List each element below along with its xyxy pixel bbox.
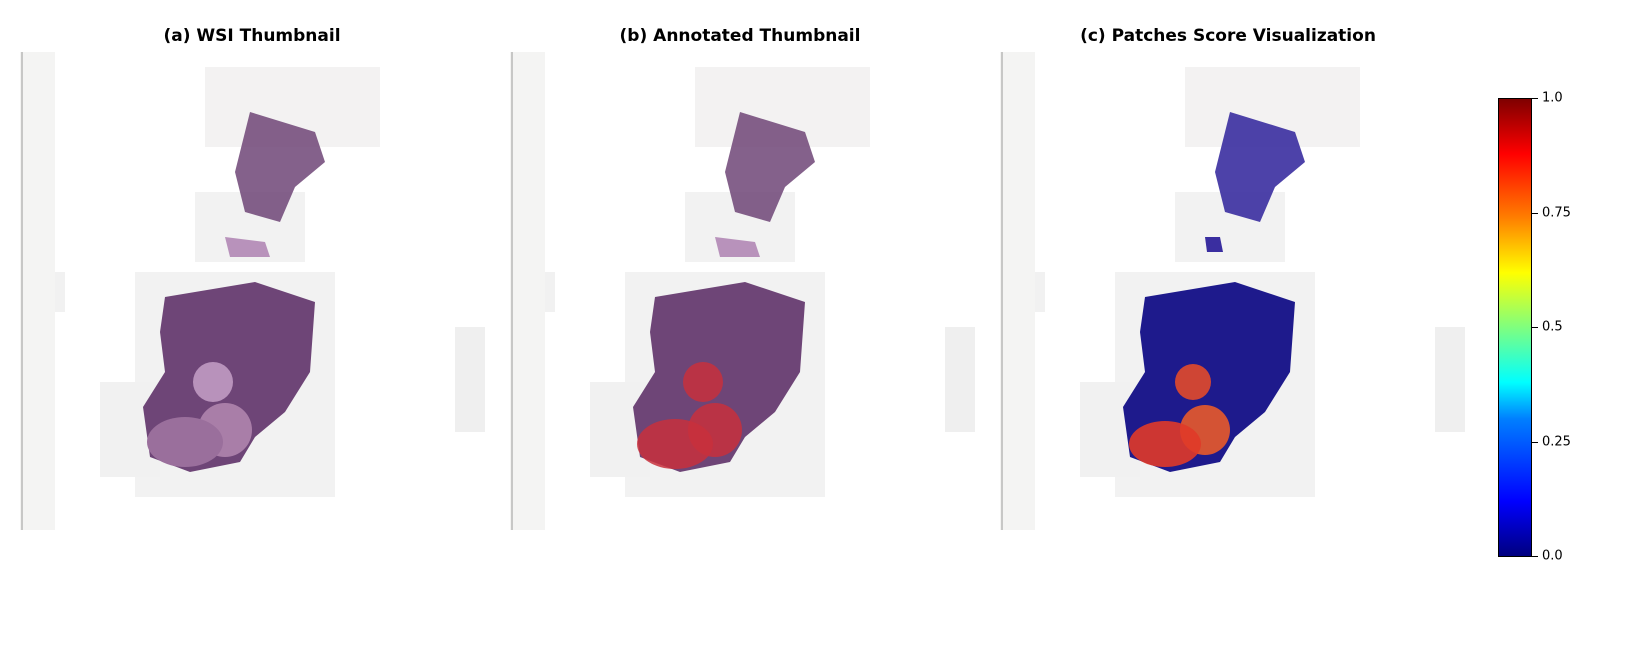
colorbar-tick-label: 0.5 <box>1542 319 1563 335</box>
annotated-thumbnail-svg <box>510 52 975 530</box>
high-score-region <box>1175 364 1211 400</box>
annotation-region <box>637 419 713 469</box>
colorbar-tick <box>1532 327 1538 328</box>
colorbar-tick-label: 1.0 <box>1542 90 1563 106</box>
patch-score-image <box>995 52 1465 532</box>
colorbar-tick <box>1532 98 1538 99</box>
annotation-region <box>683 362 723 402</box>
colorbar-tick <box>1532 213 1538 214</box>
colorbar-tick <box>1532 556 1538 557</box>
panel-title-a: (a) WSI Thumbnail <box>163 26 341 46</box>
colorbar-tick <box>1532 442 1538 443</box>
high-score-region <box>1129 421 1201 467</box>
annotated-thumbnail-image <box>505 52 975 532</box>
colorbar-tick-label: 0.75 <box>1542 205 1571 221</box>
colorbar-tick-label: 0.25 <box>1542 434 1571 450</box>
patch-score-svg <box>1000 52 1465 530</box>
panel-title-b: (b) Annotated Thumbnail <box>619 26 861 46</box>
wsi-thumbnail-svg <box>20 52 485 530</box>
colorbar-tick-label: 0.0 <box>1542 548 1563 564</box>
panel-title-c: (c) Patches Score Visualization <box>1080 26 1376 46</box>
wsi-thumbnail-image <box>15 52 485 532</box>
colorbar <box>1498 98 1532 557</box>
